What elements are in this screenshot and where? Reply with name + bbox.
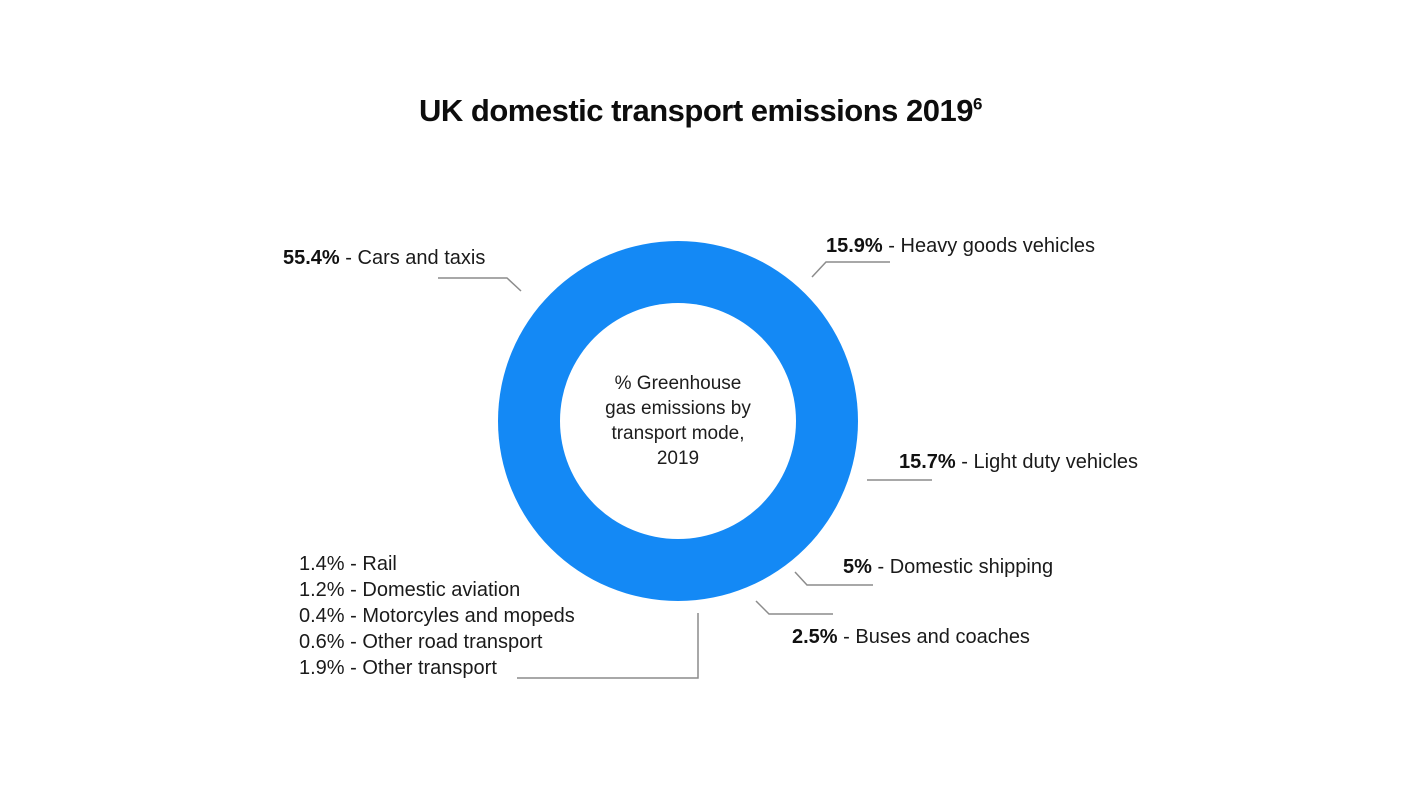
list-item-other-road-transport: 0.6% - Other road transport xyxy=(299,629,575,655)
page-title: UK domestic transport emissions 20196 xyxy=(0,93,1401,129)
separator: - xyxy=(344,553,363,575)
value-cars-and-taxis: 55.4% xyxy=(283,247,340,269)
value-domestic-shipping: 5% xyxy=(843,556,872,578)
separator: - xyxy=(344,605,363,627)
page-title-text: UK domestic transport emissions 2019 xyxy=(419,93,973,128)
label-heavy-goods-vehicles: 15.9% - Heavy goods vehicles xyxy=(826,235,1095,258)
leader-line-heavy-goods-vehicles xyxy=(811,261,890,278)
name-motorcyles-and-mopeds: Motorcyles and mopeds xyxy=(362,605,575,627)
value-motorcyles-and-mopeds: 0.4% xyxy=(299,605,345,627)
donut-center-label: % Greenhouse gas emissions by transport … xyxy=(605,373,751,469)
name-heavy-goods-vehicles: Heavy goods vehicles xyxy=(900,235,1096,257)
separator: - xyxy=(955,451,974,473)
separator: - xyxy=(837,626,856,648)
value-light-duty-vehicles: 15.7% xyxy=(899,451,956,473)
value-other-road-transport: 0.6% xyxy=(299,631,345,653)
leader-line-buses-and-coaches xyxy=(755,600,833,615)
label-light-duty-vehicles: 15.7% - Light duty vehicles xyxy=(899,451,1138,474)
name-other-transport: Other transport xyxy=(362,657,497,679)
value-buses-and-coaches: 2.5% xyxy=(792,626,838,648)
separator: - xyxy=(339,247,358,269)
name-buses-and-coaches: Buses and coaches xyxy=(855,626,1030,648)
value-heavy-goods-vehicles: 15.9% xyxy=(826,235,883,257)
other-transport-group-list: 1.4% - Rail 1.2% - Domestic aviation 0.4… xyxy=(299,551,575,681)
value-other-transport: 1.9% xyxy=(299,657,345,679)
list-item-motorcyles-and-mopeds: 0.4% - Motorcyles and mopeds xyxy=(299,603,575,629)
leader-line-cars-and-taxis xyxy=(438,277,522,292)
name-domestic-shipping: Domestic shipping xyxy=(889,556,1054,578)
list-item-rail: 1.4% - Rail xyxy=(299,551,575,577)
separator: - xyxy=(344,631,363,653)
separator: - xyxy=(882,235,901,257)
label-buses-and-coaches: 2.5% - Buses and coaches xyxy=(792,626,1030,649)
value-rail: 1.4% xyxy=(299,553,345,575)
name-rail: Rail xyxy=(362,553,397,575)
list-item-other-transport: 1.9% - Other transport xyxy=(299,655,575,681)
name-light-duty-vehicles: Light duty vehicles xyxy=(973,451,1139,473)
name-other-road-transport: Other road transport xyxy=(362,631,543,653)
donut-hole: % Greenhouse gas emissions by transport … xyxy=(560,303,796,539)
name-domestic-aviation: Domestic aviation xyxy=(362,579,521,601)
label-domestic-shipping: 5% - Domestic shipping xyxy=(843,556,1053,579)
list-item-domestic-aviation: 1.2% - Domestic aviation xyxy=(299,577,575,603)
value-domestic-aviation: 1.2% xyxy=(299,579,345,601)
donut-chart: % Greenhouse gas emissions by transport … xyxy=(498,241,858,601)
separator: - xyxy=(344,657,363,679)
separator: - xyxy=(871,556,890,578)
separator: - xyxy=(344,579,363,601)
label-cars-and-taxis: 55.4% - Cars and taxis xyxy=(283,247,485,270)
title-footnote-superscript: 6 xyxy=(973,94,982,114)
name-cars-and-taxis: Cars and taxis xyxy=(357,247,486,269)
